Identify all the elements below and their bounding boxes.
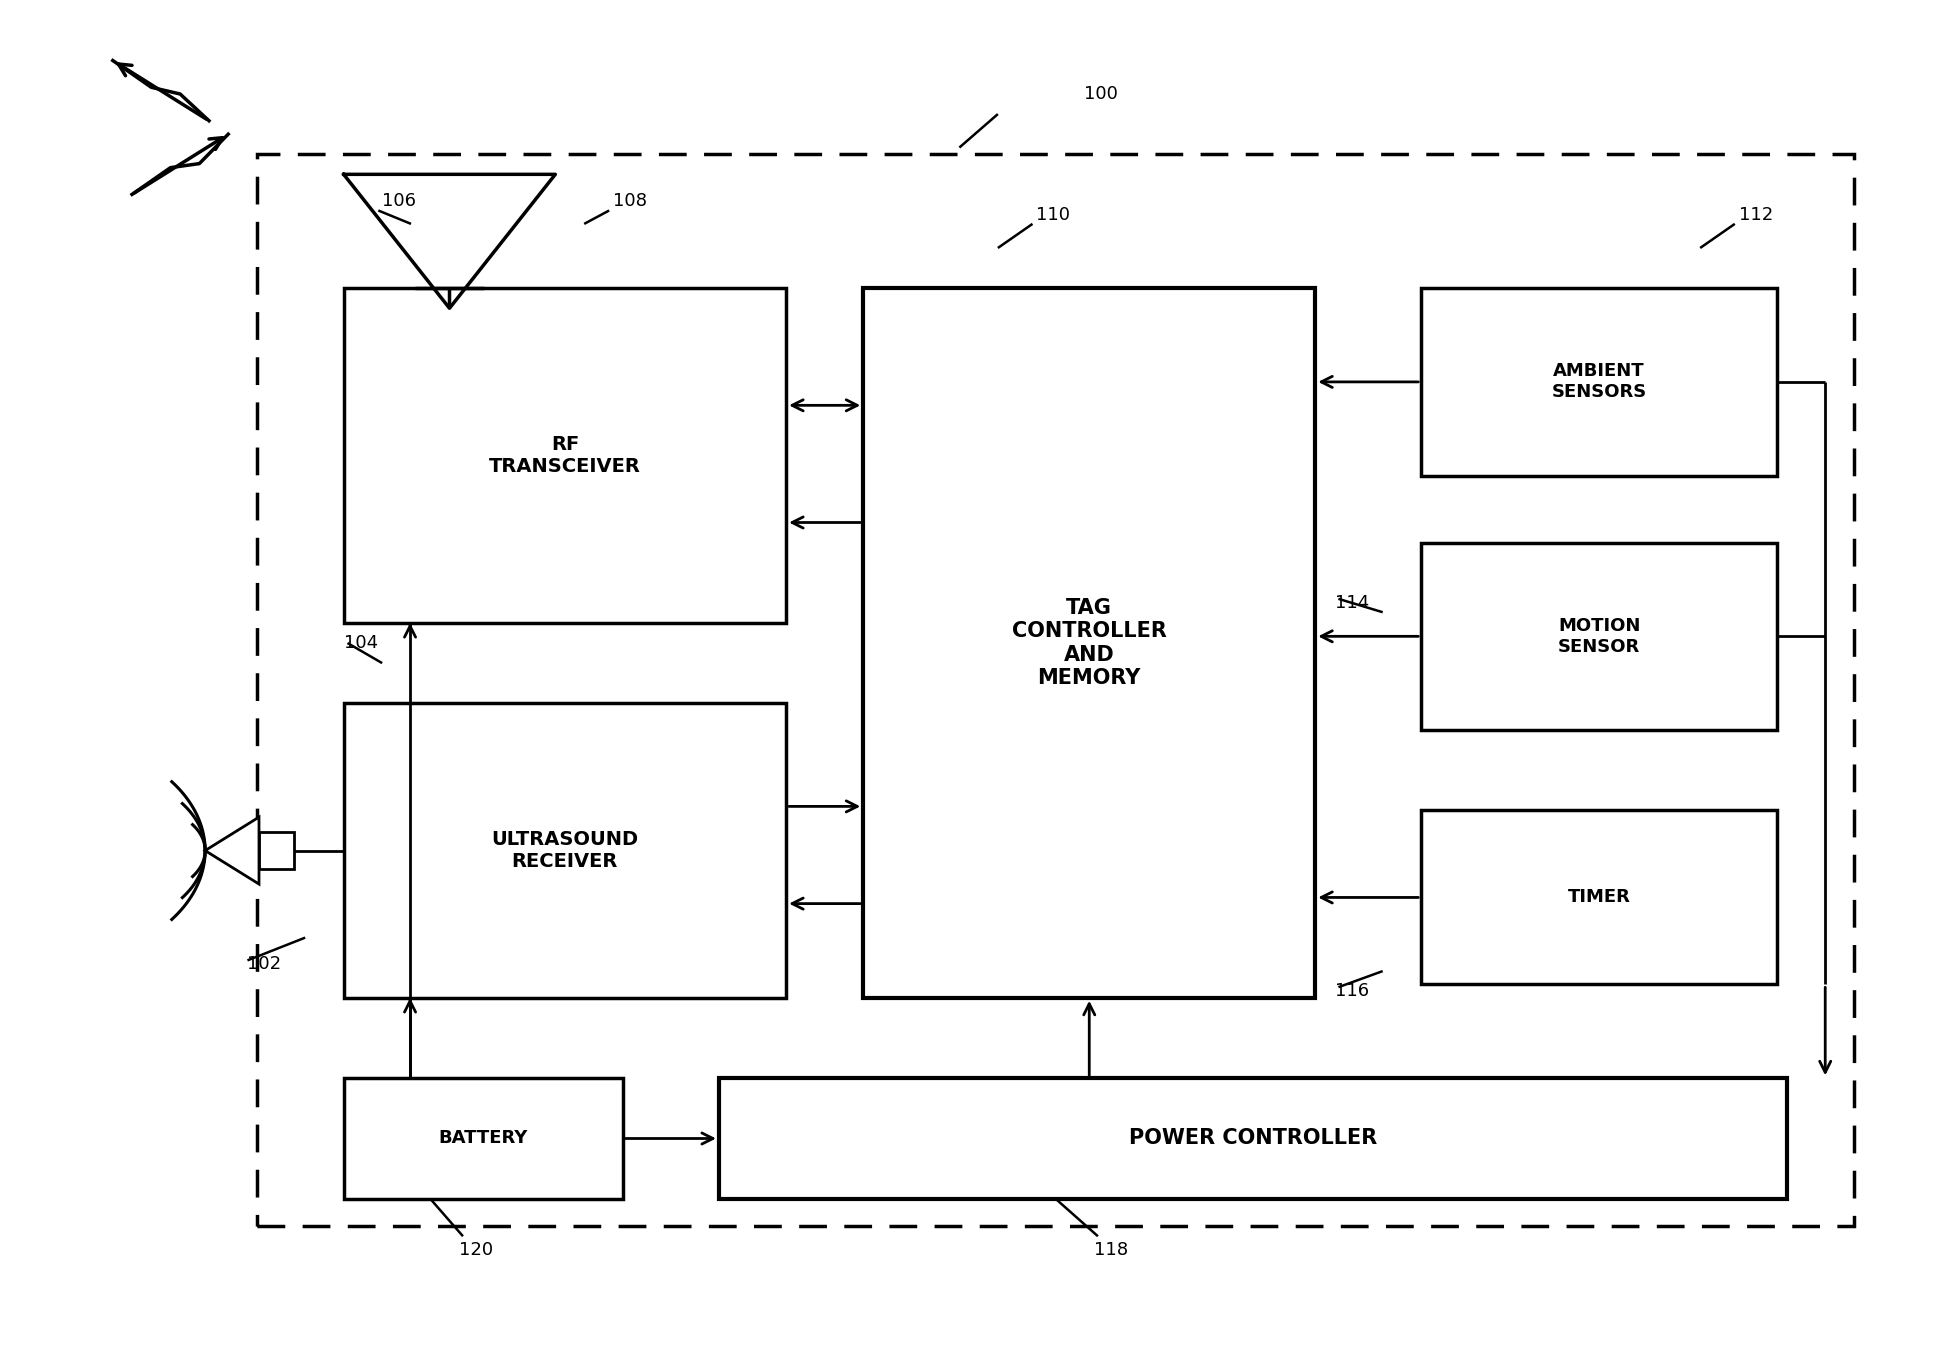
Text: 110: 110 <box>1037 206 1070 223</box>
Bar <box>258 154 1855 1226</box>
Text: AMBIENT
SENSORS: AMBIENT SENSORS <box>1552 363 1647 402</box>
Text: 118: 118 <box>1095 1241 1128 1258</box>
Text: 114: 114 <box>1335 594 1368 612</box>
Polygon shape <box>205 817 260 884</box>
Text: 108: 108 <box>612 192 647 210</box>
Bar <box>862 288 1316 999</box>
Text: 100: 100 <box>1085 85 1118 103</box>
Bar <box>1421 288 1777 476</box>
Text: 116: 116 <box>1335 982 1368 1000</box>
Text: TAG
CONTROLLER
AND
MEMORY: TAG CONTROLLER AND MEMORY <box>1012 598 1167 687</box>
Text: 106: 106 <box>382 192 417 210</box>
Text: 112: 112 <box>1738 206 1773 223</box>
Bar <box>719 1078 1787 1199</box>
Text: BATTERY: BATTERY <box>438 1130 527 1147</box>
Text: RF
TRANSCEIVER: RF TRANSCEIVER <box>488 436 641 476</box>
Text: 102: 102 <box>248 955 281 973</box>
Text: 120: 120 <box>459 1241 494 1258</box>
Bar <box>343 704 787 999</box>
Bar <box>1421 810 1777 985</box>
Text: POWER CONTROLLER: POWER CONTROLLER <box>1128 1128 1376 1149</box>
Text: ULTRASOUND
RECEIVER: ULTRASOUND RECEIVER <box>492 831 638 871</box>
Bar <box>260 832 295 870</box>
Text: MOTION
SENSOR: MOTION SENSOR <box>1558 617 1640 656</box>
Text: 104: 104 <box>343 635 378 652</box>
Bar <box>1421 543 1777 731</box>
Bar <box>343 1078 622 1199</box>
Text: TIMER: TIMER <box>1568 889 1630 907</box>
Bar <box>343 288 787 622</box>
